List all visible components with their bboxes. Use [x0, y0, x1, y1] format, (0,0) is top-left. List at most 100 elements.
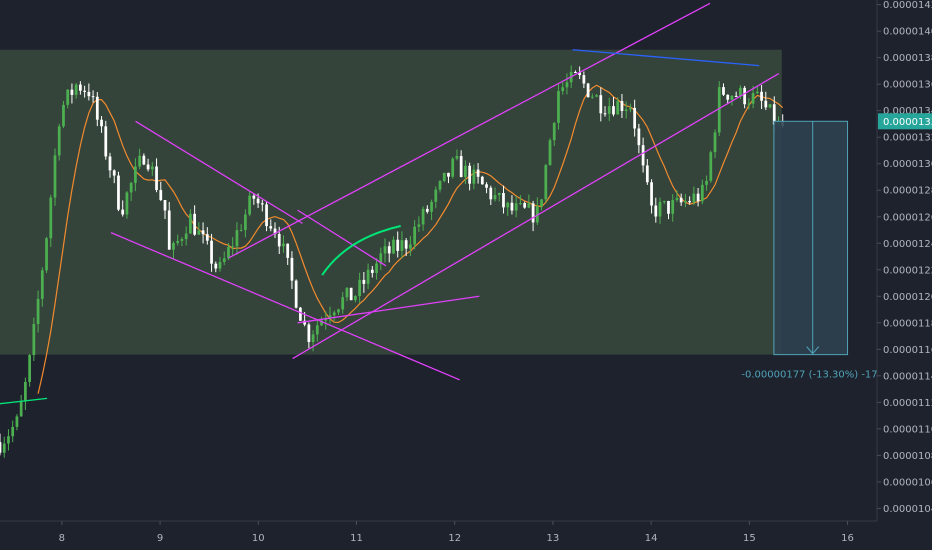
trendline-layer	[0, 2, 780, 405]
candle-body	[11, 426, 15, 437]
price-axis-panel[interactable]	[877, 0, 932, 521]
candle-body	[341, 297, 345, 310]
candle-body	[36, 298, 40, 325]
measure-box[interactable]	[773, 120, 849, 356]
candle-body	[760, 91, 763, 101]
price-tick-label: 0.00001180	[883, 318, 932, 329]
candle-body	[540, 199, 543, 207]
price-tick-label: 0.00001360	[883, 80, 932, 91]
candle-body	[315, 325, 319, 335]
candle-body	[370, 269, 374, 273]
candle-body	[299, 307, 302, 321]
candle-body	[159, 190, 163, 200]
candle-body	[146, 164, 150, 170]
time-axis-panel[interactable]	[0, 521, 932, 550]
price-tick-label: 0.00001420	[883, 0, 932, 11]
trendline-trend-blue[interactable]	[572, 49, 760, 67]
candle-body	[108, 156, 112, 171]
trendline-green-small[interactable]	[0, 397, 48, 405]
candle-body	[590, 96, 594, 98]
time-tick-label: 13	[547, 533, 560, 544]
trendline-channel-1[interactable]	[135, 120, 303, 224]
trendline-channel-3[interactable]	[297, 209, 387, 267]
candle-body	[260, 203, 264, 205]
candle-body	[104, 126, 108, 157]
candle-body	[637, 128, 641, 146]
candle-body	[506, 202, 510, 208]
trendline-channel-4[interactable]	[297, 295, 480, 324]
candle-body	[565, 82, 569, 88]
candle-body	[764, 100, 768, 108]
candle-body	[290, 257, 294, 281]
candle-body	[768, 104, 772, 108]
candle-body	[32, 324, 36, 356]
candle-body	[205, 234, 209, 241]
price-tick-label: 0.00001340	[883, 106, 932, 117]
price-tick-label: 0.00001120	[883, 398, 932, 409]
candle-body	[396, 239, 400, 251]
candle-body	[134, 166, 137, 183]
candle-body	[210, 240, 213, 264]
candle-body	[282, 243, 285, 247]
candle-body	[692, 193, 696, 203]
candle-body	[83, 90, 86, 92]
measure-layer: -0.00000177 (-13.30%) -177	[741, 120, 884, 381]
candle-body	[184, 233, 188, 240]
candle-body	[519, 203, 522, 205]
candle-body	[629, 107, 632, 110]
candle-body	[438, 181, 442, 190]
candle-body	[121, 209, 125, 215]
price-axis: 0.00001040 0.00001060 0.00001080 0.00001100…	[877, 0, 932, 515]
candle-body	[451, 158, 455, 177]
price-tick-label: 0.00001380	[883, 53, 932, 64]
candle-body	[671, 200, 675, 214]
candle-body	[679, 197, 683, 203]
candle-body	[129, 182, 133, 193]
candle-body	[548, 140, 552, 166]
green-arc-drawing[interactable]	[321, 225, 401, 276]
trendline-channel-5[interactable]	[228, 2, 711, 259]
candle-body	[201, 230, 205, 235]
candle-body	[595, 95, 598, 97]
candle-body	[421, 208, 425, 225]
candle-body	[70, 89, 74, 95]
candle-body	[527, 203, 531, 208]
candle-body	[337, 309, 340, 313]
time-tick-label: 8	[59, 533, 65, 544]
candle-body	[256, 198, 260, 204]
candle-body	[459, 156, 463, 178]
candle-body	[624, 109, 628, 112]
candle-body	[303, 320, 307, 325]
measure-label: -0.00000177 (-13.30%) -177	[741, 370, 884, 381]
candle-body	[294, 280, 298, 308]
candle-body	[277, 234, 281, 247]
candle-body	[654, 205, 658, 217]
candle-body	[91, 96, 95, 98]
candle-body	[222, 258, 226, 263]
candle-body	[7, 436, 10, 444]
trendline-channel-2[interactable]	[110, 232, 460, 381]
candle-body	[751, 93, 755, 104]
candle-body	[599, 95, 603, 114]
candle-body	[163, 199, 167, 211]
trendline-channel-6[interactable]	[292, 73, 780, 360]
candle-body	[49, 197, 53, 239]
candle-body	[582, 75, 586, 84]
candle-body	[612, 106, 615, 115]
candle-body	[40, 270, 44, 299]
candle-body	[607, 106, 611, 114]
candle-body	[739, 87, 742, 97]
candle-body	[502, 192, 505, 208]
candle-body	[53, 155, 57, 198]
candle-body	[709, 152, 713, 181]
candle-body	[62, 104, 65, 127]
candle-body	[476, 169, 480, 177]
candle-body	[434, 189, 438, 202]
time-axis: 8 9 10 11 12 13 14 15 16	[59, 521, 854, 544]
candle-body	[345, 287, 349, 298]
candle-body	[497, 192, 501, 196]
time-tick-label: 10	[252, 533, 265, 544]
candle-body	[387, 246, 391, 254]
candle-body	[172, 242, 175, 250]
